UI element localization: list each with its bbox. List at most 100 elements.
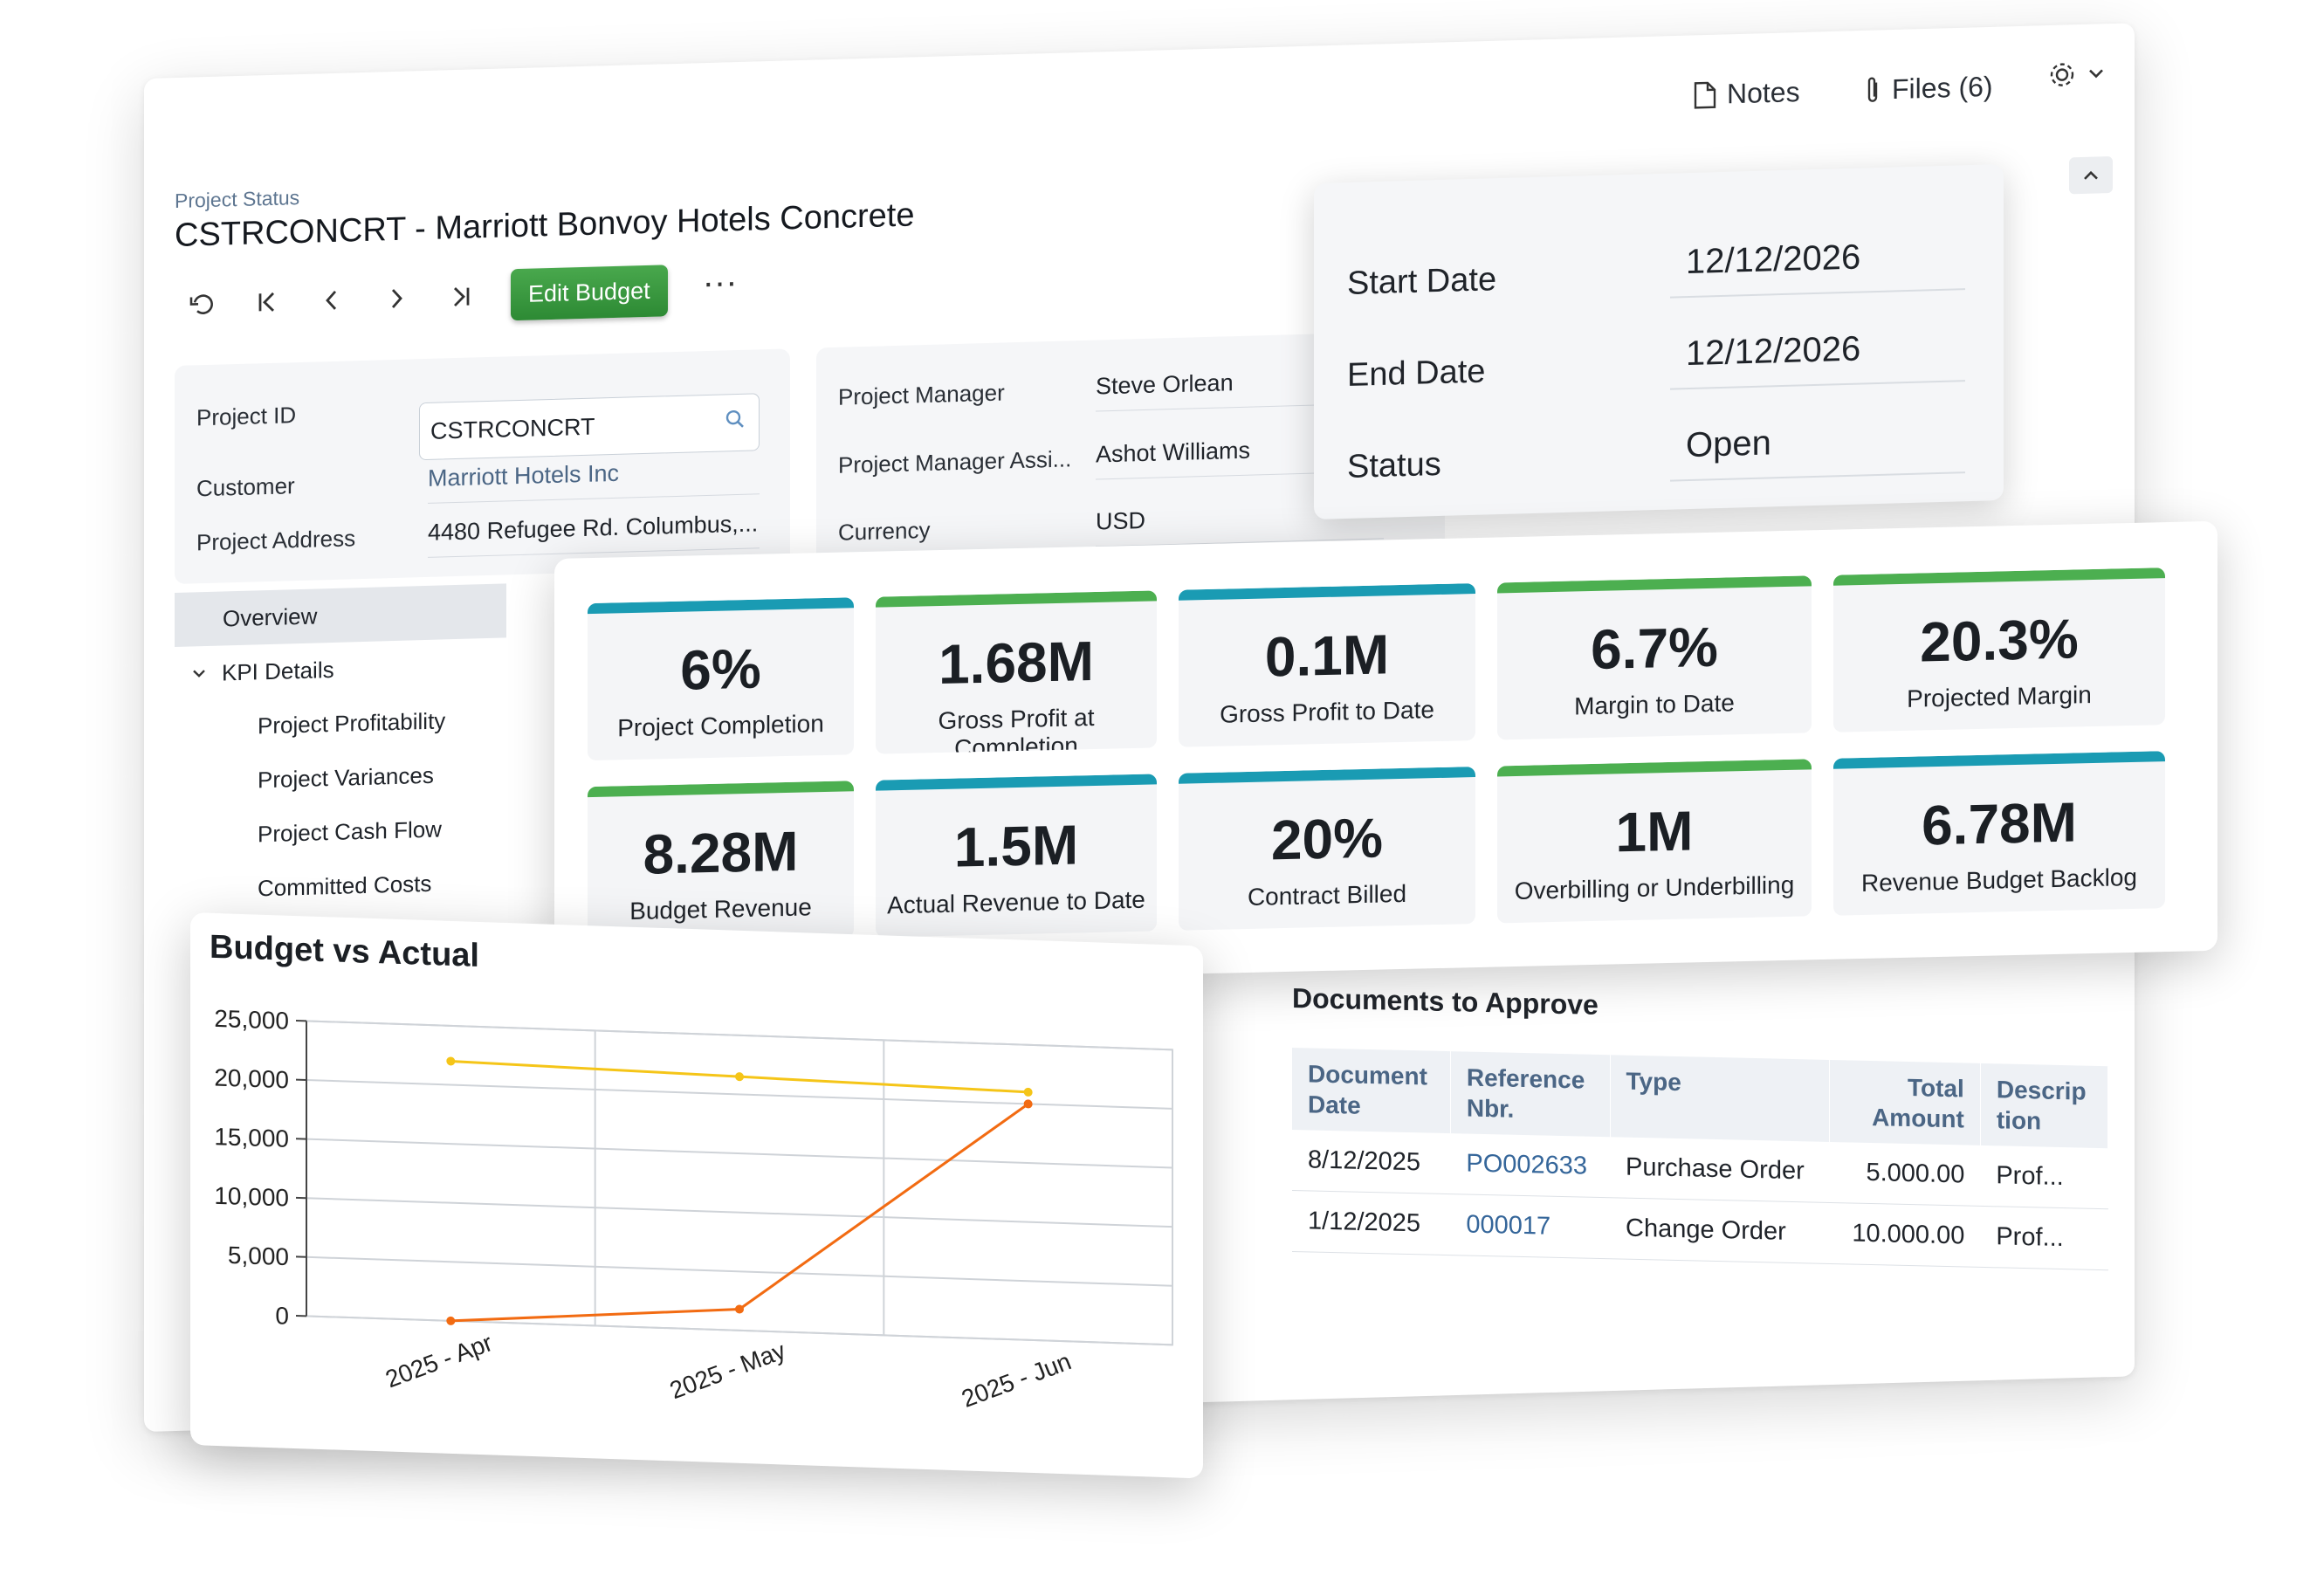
kpi-label: Gross Profit at Completion [938,703,1095,754]
column-header-description[interactable]: Descrip tion [1980,1063,2108,1149]
y-tick-label: 10,000 [214,1182,289,1212]
nav-committed-costs[interactable]: Committed Costs [258,870,432,901]
data-point-actual [1023,1099,1033,1109]
edit-budget-button[interactable]: Edit Budget [511,265,668,321]
kpi-accent-bar [1179,767,1475,784]
notes-label: Notes [1727,76,1800,110]
reference-nbr-link[interactable]: 000017 [1450,1193,1611,1259]
customer-label: Customer [196,472,295,502]
kpi-tile[interactable]: 1M Overbilling or Underbilling [1497,759,1812,924]
nav-project-cash-flow[interactable]: Project Cash Flow [258,815,442,847]
plot-area [306,1020,1173,1346]
end-date-value[interactable]: 12/12/2026 [1670,327,1965,390]
x-tick-label: 2025 - Apr [382,1329,496,1393]
kpi-tile[interactable]: 8.28M Budget Revenue [588,781,854,945]
undo-button[interactable] [188,288,217,319]
files-button[interactable]: Files (6) [1864,71,1993,107]
project-address-value: 4480 Refugee Rd. Columbus,... [428,510,760,558]
previous-record-button[interactable] [317,285,347,315]
nav-project-variances[interactable]: Project Variances [258,761,434,793]
kpi-tile[interactable]: 0.1M Gross Profit to Date [1179,583,1475,747]
kpi-label: Margin to Date [1574,689,1735,720]
data-point-actual [735,1304,744,1314]
kpi-tile[interactable]: 6% Project Completion [588,597,854,761]
last-icon [454,286,470,306]
kpi-label: Project Completion [617,709,824,742]
kpi-tile[interactable]: 1.68M Gross Profit at Completion [876,590,1157,754]
kpi-tile[interactable]: 6.7% Margin to Date [1497,575,1812,740]
files-label: Files (6) [1892,70,1993,106]
nav-kpi-details-label: KPI Details [222,656,334,686]
gear-icon [2050,63,2074,86]
x-tick-label: 2025 - May [666,1337,789,1404]
kpi-value: 6.7% [1591,615,1718,682]
kpi-accent-bar [876,590,1157,608]
y-tick-label: 5,000 [228,1242,289,1270]
project-manager-assistant-label: Project Manager Assi... [838,445,1072,478]
collapse-button[interactable] [2069,156,2113,195]
nav-overview[interactable]: Overview [175,583,506,648]
kpi-accent-bar [1497,759,1812,777]
reference-nbr-link[interactable]: PO002633 [1450,1133,1611,1198]
column-header-total-amount[interactable]: Total Amount [1829,1059,1981,1145]
project-id-label: Project ID [196,402,297,431]
undo-icon [189,293,213,314]
currency-label: Currency [838,516,931,546]
first-record-button[interactable] [252,286,282,317]
header-line: Date [1308,1090,1361,1119]
notes-button[interactable]: Notes [1694,76,1800,111]
y-tick-label: 0 [275,1302,289,1330]
status-label: Status [1347,445,1441,485]
more-actions-button[interactable]: ··· [702,263,738,303]
paperclip-icon [1867,77,1878,102]
kpi-value: 8.28M [643,819,799,886]
last-record-button[interactable] [446,281,476,312]
kpi-tile[interactable]: 20% Contract Billed [1179,767,1475,931]
nav-kpi-details[interactable]: KPI Details [175,637,506,701]
gridline-horizontal [306,1315,1172,1346]
total-amount-cell: 5.000.00 [1829,1141,1981,1207]
total-amount-cell: 10.000.00 [1829,1202,1981,1268]
header-line: Descrip [1996,1076,2087,1105]
data-point-budget [735,1072,744,1082]
kpi-value: 1.5M [953,813,1079,879]
project-address-label: Project Address [196,525,356,556]
kpi-tile[interactable]: 1.5M Actual Revenue to Date [876,774,1157,938]
kpi-accent-bar [1179,583,1475,601]
kpi-value: 20% [1270,806,1384,872]
kpi-accent-bar [588,781,854,798]
gridline-horizontal [306,1197,1172,1228]
project-nav: Overview KPI Details Project Profitabili… [175,583,506,918]
record-toolbar: Edit Budget ··· [188,263,738,330]
gridline-horizontal [306,1255,1172,1287]
start-date-value[interactable]: 12/12/2026 [1670,235,1965,299]
search-icon[interactable] [725,409,746,430]
kpi-label: Overbilling or Underbilling [1514,870,1795,905]
type-cell: Change Order [1610,1197,1830,1264]
header-line: Document [1308,1060,1427,1090]
settings-menu-button[interactable] [2047,58,2105,90]
project-summary-panel: Project ID Customer Marriott Hotels Inc … [175,348,790,585]
kpi-accent-bar [1833,568,2165,586]
kpi-tile[interactable]: 20.3% Projected Margin [1833,568,2165,733]
y-tick-label: 20,000 [214,1064,289,1094]
kpi-tile[interactable]: 6.78M Revenue Budget Backlog [1833,751,2165,916]
status-value[interactable]: Open [1670,418,1965,482]
header-line: Amount [1872,1104,1964,1133]
column-header-reference-nbr[interactable]: Reference Nbr. [1450,1051,1611,1138]
data-point-budget [446,1056,456,1066]
gridline-horizontal [306,1020,1172,1051]
nav-project-profitability[interactable]: Project Profitability [258,706,446,739]
chevron-up-icon [2084,170,2098,180]
header-line: Total [1908,1073,1964,1103]
y-tick-label: 15,000 [214,1123,289,1152]
column-header-document-date[interactable]: Document Date [1292,1048,1451,1134]
kpi-value: 1.68M [939,629,1094,697]
column-header-type[interactable]: Type [1610,1055,1830,1142]
kpi-label: Projected Margin [1907,681,2092,712]
breadcrumb[interactable]: Project Status [175,186,300,213]
next-record-button[interactable] [382,283,411,313]
documents-table: Document Date Reference Nbr. Type Total Amo… [1292,1048,2108,1270]
customer-link[interactable]: Marriott Hotels Inc [428,456,760,504]
kpi-value: 6.78M [1922,790,2077,857]
